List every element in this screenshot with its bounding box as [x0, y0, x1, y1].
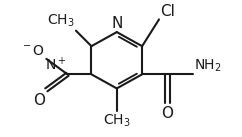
- Text: O: O: [161, 106, 174, 121]
- Text: CH$_3$: CH$_3$: [103, 113, 131, 129]
- Text: Cl: Cl: [160, 4, 175, 19]
- Text: O: O: [33, 93, 45, 108]
- Text: $^-$O: $^-$O: [20, 44, 45, 58]
- Text: CH$_3$: CH$_3$: [47, 13, 75, 29]
- Text: N$^+$: N$^+$: [45, 56, 67, 74]
- Text: NH$_2$: NH$_2$: [194, 57, 221, 74]
- Text: N: N: [111, 16, 122, 31]
